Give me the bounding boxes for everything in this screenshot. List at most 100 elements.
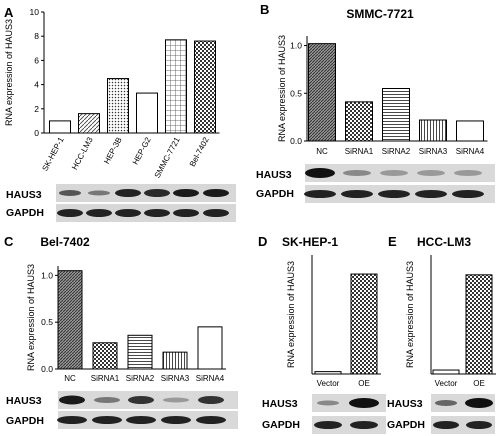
- bar: [136, 92, 158, 134]
- x-tick-label: SiRNA4: [456, 147, 485, 156]
- blot-band: [349, 398, 379, 408]
- bar-chart-d: RNA expression of HAUS3 Vector OE: [286, 255, 381, 388]
- blot-band: [128, 396, 154, 404]
- x-tick-label: OE: [473, 379, 485, 388]
- y-tick-label: 1.0: [41, 270, 53, 280]
- y-axis-label: RNA expression of HAUS3: [405, 261, 415, 368]
- blot-label-gapdh-d: GAPDH: [262, 419, 300, 431]
- y-tick-label: 0.0: [41, 364, 53, 374]
- blot-label-gapdh-c: GAPDH: [6, 415, 44, 427]
- blot-band: [454, 170, 482, 176]
- x-tick-label: NC: [64, 374, 76, 383]
- blot-band: [433, 421, 459, 429]
- blot-label-gapdh-e: GAPDH: [387, 419, 425, 431]
- panel-letter-e: E: [388, 234, 397, 249]
- bar: [162, 351, 188, 370]
- blot-label-haus3-b: HAUS3: [256, 169, 292, 181]
- blot-band: [57, 416, 87, 424]
- blot-band: [317, 400, 339, 406]
- blot-band: [144, 209, 170, 217]
- blot-band: [163, 397, 189, 403]
- blot-band: [304, 190, 336, 198]
- y-tick-label: 4: [34, 80, 39, 90]
- x-tick-label: SiRNA3: [419, 147, 448, 156]
- blot-membrane: [312, 416, 386, 434]
- bar: [194, 40, 216, 134]
- blot-band: [94, 397, 120, 403]
- bar: [107, 78, 129, 134]
- x-tick-label: HEP-G2: [131, 135, 153, 166]
- blot-band: [173, 209, 199, 217]
- bar: [197, 326, 223, 370]
- blot-band: [466, 421, 492, 429]
- panel-c: C Bel-7402 0.0 0.5 1.0 RNA expression of HA…: [4, 234, 238, 429]
- bar-chart-a: 0 2 4 6 8 10 RNA expression of HAUS3 SK-HEP-1 HC…: [4, 7, 220, 180]
- x-tick-label: SiRNA1: [345, 147, 374, 156]
- bar: [78, 113, 100, 134]
- panel-letter-b: B: [260, 2, 269, 17]
- bar: [314, 371, 342, 375]
- x-tick-label: Bel-7402: [188, 135, 211, 168]
- blot-label-gapdh-b: GAPDH: [256, 188, 294, 200]
- x-tick-label: SiRNA2: [382, 147, 411, 156]
- y-tick-label: 6: [34, 55, 39, 65]
- blot-band: [198, 396, 224, 404]
- panel-title-b: SMMC-7721: [346, 7, 414, 21]
- bar: [57, 270, 83, 370]
- blot-band: [341, 190, 373, 198]
- bar: [308, 43, 336, 142]
- blot-band: [115, 189, 141, 197]
- blot-band: [92, 416, 122, 424]
- panel-a: A 0 2 4 6 8 10 RNA expression of HAUS3 SK-HEP-1…: [4, 5, 236, 222]
- blot-band: [86, 209, 112, 217]
- bar: [432, 369, 460, 375]
- y-tick-label: 0.0: [290, 136, 302, 146]
- y-tick-label: 0.5: [290, 88, 302, 98]
- y-axis-label: RNA expression of HAUS3: [26, 264, 36, 371]
- panel-title-d: SK-HEP-1: [282, 235, 338, 249]
- blot-membrane: [431, 416, 495, 434]
- x-tick-label: SiRNA2: [126, 374, 155, 383]
- y-axis-label: RNA expression of HAUS3: [4, 19, 14, 126]
- y-axis-label: RNA expression of HAUS3: [286, 261, 296, 368]
- blot-band: [144, 189, 170, 197]
- y-tick-label: 0: [34, 128, 39, 138]
- western-blot-a: HAUS3 GAPDH: [6, 184, 236, 222]
- x-tick-label: SiRNA4: [196, 374, 225, 383]
- x-tick-label: NC: [316, 147, 328, 156]
- x-tick-label: HCC-LM3: [70, 135, 95, 171]
- y-tick-label: 1.0: [290, 41, 302, 51]
- bar: [465, 274, 493, 375]
- blot-band: [203, 209, 229, 217]
- x-tick-label: Vector: [317, 379, 340, 388]
- blot-band: [57, 209, 83, 217]
- blot-label-gapdh-a: GAPDH: [6, 207, 44, 219]
- bar: [165, 39, 187, 134]
- bar-chart-e: RNA expression of HAUS3 Vector OE: [405, 255, 496, 388]
- western-blot-c: HAUS3 GAPDH: [6, 391, 238, 429]
- y-tick-label: 8: [34, 31, 39, 41]
- panel-letter-c: C: [4, 234, 14, 249]
- blot-band: [415, 190, 447, 198]
- blot-band: [203, 189, 229, 197]
- y-axis-label: RNA expression of HAUS3: [277, 35, 287, 142]
- x-tick-label: SK-HEP-1: [40, 135, 66, 172]
- x-tick-label: Vector: [435, 379, 458, 388]
- x-tick-label: SiRNA3: [161, 374, 190, 383]
- bar: [419, 119, 447, 142]
- bar: [382, 88, 410, 142]
- blot-band: [314, 421, 342, 429]
- x-tick-label: HEP-3B: [102, 136, 124, 166]
- bar: [350, 273, 378, 375]
- bar: [49, 120, 71, 134]
- blot-band: [161, 416, 191, 424]
- blot-band: [350, 421, 378, 429]
- blot-band: [196, 416, 226, 424]
- blot-band: [59, 190, 81, 196]
- bar: [456, 120, 484, 142]
- blot-band: [59, 395, 85, 405]
- western-blot-b: HAUS3 GAPDH: [256, 164, 495, 203]
